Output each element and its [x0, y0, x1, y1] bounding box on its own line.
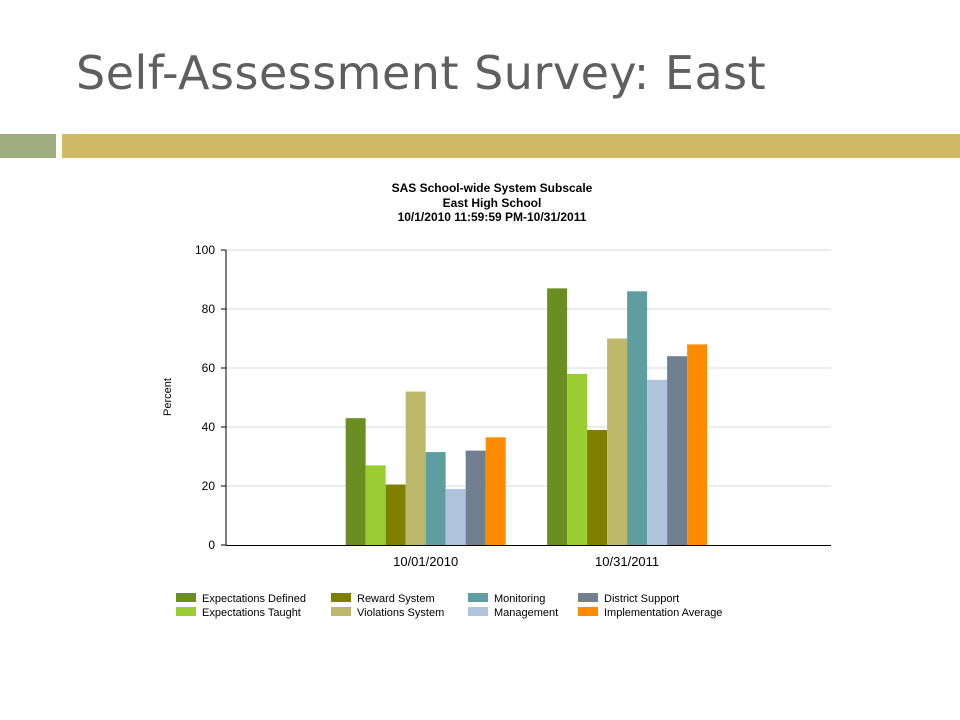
y-tick-label: 60 — [202, 361, 216, 375]
bar — [667, 356, 688, 545]
x-tick-label: 10/31/2011 — [595, 554, 659, 569]
bars — [345, 288, 708, 545]
axes: 0 20 40 60 80 100 10/01/2010 10/31/2011 — [195, 243, 831, 569]
y-tick-label: 80 — [202, 302, 216, 316]
legend-swatch — [176, 593, 196, 602]
legend-swatch — [578, 593, 598, 602]
bar — [485, 437, 506, 545]
y-tick-label: 100 — [195, 243, 215, 257]
bar — [607, 338, 628, 545]
bar — [567, 373, 588, 545]
slide-title: Self-Assessment Survey: East — [76, 46, 767, 100]
bar — [365, 465, 386, 545]
bar — [627, 291, 648, 545]
bar — [465, 450, 486, 545]
legend-label: Implementation Average — [604, 607, 722, 619]
y-tick-label: 40 — [202, 420, 216, 434]
legend-swatch — [578, 607, 598, 616]
x-tick-label: 10/01/2010 — [393, 554, 458, 569]
legend-label: Expectations Taught — [202, 607, 301, 619]
legend: Expectations Defined Expectations Taught R… — [176, 593, 722, 619]
accent-bar-right — [62, 134, 960, 158]
legend-label: Expectations Defined — [202, 593, 306, 605]
chart-subtitle: East High School — [443, 196, 542, 210]
y-tick-label: 20 — [202, 479, 216, 493]
legend-swatch — [468, 593, 488, 602]
bar — [345, 418, 366, 545]
bar — [687, 344, 708, 545]
legend-label: Management — [494, 607, 558, 619]
legend-label: District Support — [604, 593, 679, 605]
bar — [405, 391, 426, 545]
legend-swatch — [468, 607, 488, 616]
legend-label: Reward System — [357, 593, 435, 605]
chart-date-range: 10/1/2010 11:59:59 PM-10/31/2011 — [398, 210, 587, 224]
gridlines — [226, 249, 831, 487]
legend-swatch — [331, 607, 351, 616]
legend-swatch — [176, 607, 196, 616]
legend-label: Monitoring — [494, 593, 545, 605]
accent-bar-left — [0, 134, 56, 158]
bar — [647, 379, 668, 545]
y-axis-label: Percent — [162, 378, 174, 416]
legend-label: Violations System — [357, 607, 444, 619]
legend-swatch — [331, 593, 351, 602]
bar — [425, 452, 446, 545]
bar — [385, 484, 406, 545]
bar — [547, 288, 568, 545]
y-tick-label: 0 — [208, 538, 215, 552]
chart-title: SAS School-wide System Subscale — [392, 181, 593, 195]
bar — [445, 488, 466, 545]
bar — [587, 429, 608, 545]
